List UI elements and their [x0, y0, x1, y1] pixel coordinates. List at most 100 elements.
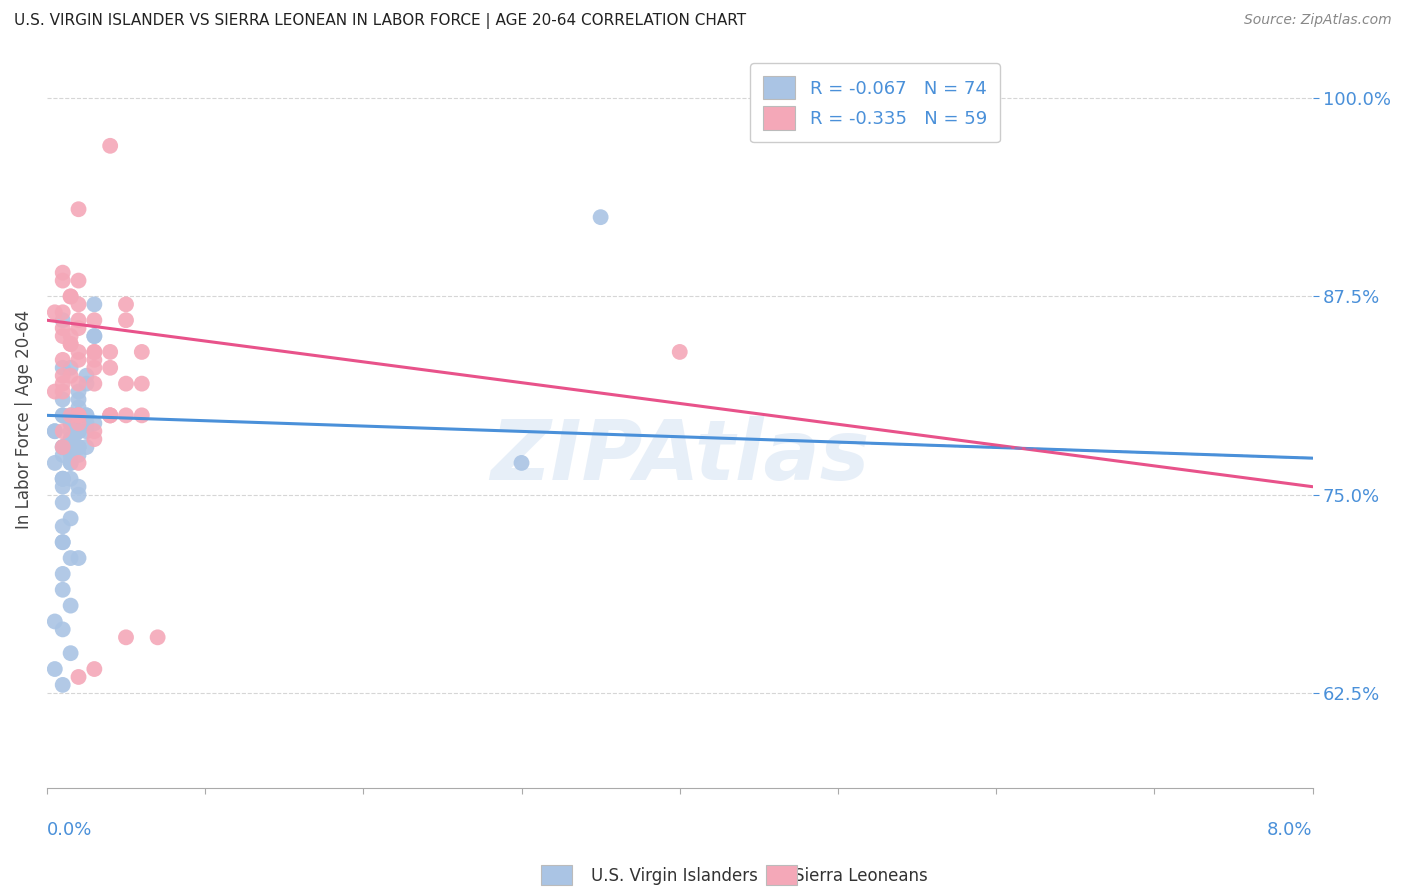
Point: [67, 401, 90, 415]
Point: [589, 210, 612, 224]
Text: 0.0%: 0.0%: [46, 822, 93, 839]
Point: [75, 409, 97, 423]
Point: [52, 376, 75, 391]
Point: [59, 289, 82, 303]
Point: [52, 424, 75, 438]
Point: [67, 417, 90, 431]
Point: [67, 424, 90, 438]
Legend: R = -0.067   N = 74, R = -0.335   N = 59: R = -0.067 N = 74, R = -0.335 N = 59: [751, 63, 1000, 143]
Point: [67, 440, 90, 454]
Point: [83, 345, 105, 359]
Point: [67, 384, 90, 399]
Point: [67, 440, 90, 454]
Point: [52, 480, 75, 494]
Point: [67, 313, 90, 327]
Point: [67, 448, 90, 462]
Point: [52, 329, 75, 343]
Point: [98, 138, 121, 153]
Point: [59, 440, 82, 454]
Point: [67, 352, 90, 367]
Point: [115, 376, 138, 391]
Point: [67, 670, 90, 684]
Point: [98, 409, 121, 423]
Point: [59, 456, 82, 470]
Point: [44, 424, 66, 438]
Point: [67, 376, 90, 391]
Point: [44, 384, 66, 399]
Point: [59, 472, 82, 486]
Point: [59, 329, 82, 343]
Point: [98, 409, 121, 423]
Point: [52, 392, 75, 407]
Point: [131, 376, 153, 391]
Point: [67, 409, 90, 423]
Point: [67, 392, 90, 407]
Point: [67, 409, 90, 423]
Point: [59, 646, 82, 660]
Point: [44, 424, 66, 438]
Point: [668, 345, 690, 359]
Point: [52, 472, 75, 486]
Point: [98, 409, 121, 423]
Point: [52, 352, 75, 367]
Point: [52, 821, 75, 835]
Point: [52, 440, 75, 454]
Point: [52, 519, 75, 533]
Point: [59, 409, 82, 423]
Point: [83, 313, 105, 327]
Point: [67, 440, 90, 454]
Point: [67, 488, 90, 502]
Point: [52, 566, 75, 581]
Point: [83, 417, 105, 431]
Point: [52, 368, 75, 383]
Text: Sierra Leoneans: Sierra Leoneans: [794, 867, 928, 885]
Point: [75, 368, 97, 383]
Point: [59, 432, 82, 446]
Point: [52, 305, 75, 319]
Point: [67, 409, 90, 423]
Point: [67, 274, 90, 288]
Point: [83, 662, 105, 676]
Point: [59, 599, 82, 613]
Point: [67, 297, 90, 311]
Point: [52, 266, 75, 280]
Point: [52, 535, 75, 549]
Point: [52, 448, 75, 462]
Point: [75, 409, 97, 423]
Point: [67, 202, 90, 217]
Point: [59, 409, 82, 423]
Point: [67, 409, 90, 423]
Point: [44, 456, 66, 470]
Point: [52, 535, 75, 549]
Point: [83, 297, 105, 311]
Point: [146, 630, 169, 644]
Point: [67, 321, 90, 335]
Point: [52, 360, 75, 375]
Point: [115, 409, 138, 423]
Point: [52, 623, 75, 637]
Point: [52, 582, 75, 597]
Point: [52, 409, 75, 423]
Point: [67, 424, 90, 438]
Point: [75, 440, 97, 454]
Point: [44, 837, 66, 851]
Point: [67, 409, 90, 423]
Point: [59, 368, 82, 383]
Point: [52, 321, 75, 335]
Point: [83, 360, 105, 375]
Text: U.S. Virgin Islanders: U.S. Virgin Islanders: [591, 867, 758, 885]
Text: ZIPAtlas: ZIPAtlas: [491, 416, 869, 497]
Point: [98, 345, 121, 359]
Point: [44, 662, 66, 676]
Point: [131, 345, 153, 359]
Point: [115, 630, 138, 644]
Point: [83, 329, 105, 343]
Point: [67, 345, 90, 359]
Point: [52, 409, 75, 423]
Point: [52, 274, 75, 288]
Point: [52, 472, 75, 486]
Point: [59, 424, 82, 438]
Point: [67, 424, 90, 438]
Text: U.S. VIRGIN ISLANDER VS SIERRA LEONEAN IN LABOR FORCE | AGE 20-64 CORRELATION CH: U.S. VIRGIN ISLANDER VS SIERRA LEONEAN I…: [14, 13, 747, 29]
Point: [44, 305, 66, 319]
